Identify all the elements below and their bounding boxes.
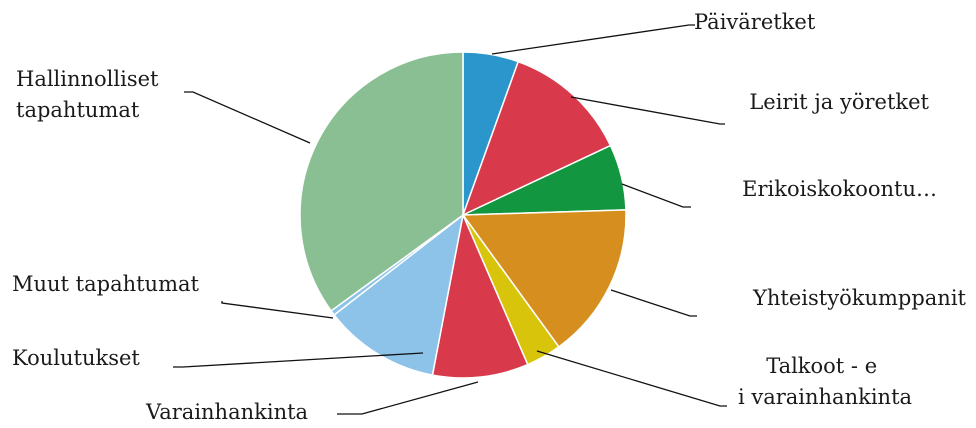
slice-label-erikoiskokoontumiset: Erikoiskokoontu… xyxy=(742,177,937,201)
leader-line-7 xyxy=(221,301,334,319)
leader-line-8 xyxy=(184,91,311,144)
leader-line-2 xyxy=(621,183,691,208)
slice-labels: Päiväretket Leirit ja yöretket Erikoisko… xyxy=(12,10,967,424)
slice-label-hallinnolliset-line1: Hallinnolliset xyxy=(16,67,159,91)
pie-slice-6 xyxy=(333,214,464,376)
leader-lines xyxy=(173,24,727,415)
leader-line-1 xyxy=(570,96,725,125)
slice-label-koulutukset: Koulutukset xyxy=(12,346,140,370)
leader-line-3 xyxy=(610,289,697,317)
leader-line-6 xyxy=(173,352,424,368)
slice-label-talkoot: Talkoot - e i varainhankinta xyxy=(738,354,912,409)
slice-label-yhteistyokumppanit: Yhteistyökumppanit xyxy=(752,286,967,310)
slice-label-hallinnolliset: Hallinnolliset tapahtumat xyxy=(16,67,165,122)
slice-label-muut-tapahtumat: Muut tapahtumat xyxy=(12,272,200,296)
leader-line-5 xyxy=(337,381,479,415)
slice-label-varainhankinta: Varainhankinta xyxy=(145,400,308,423)
slice-label-hallinnolliset-line2: tapahtumat xyxy=(16,98,140,122)
slice-label-leirit: Leirit ja yöretket xyxy=(749,90,929,114)
slice-label-paivaretket: Päiväretket xyxy=(694,10,816,34)
pie-slice-3 xyxy=(462,209,627,348)
leader-line-4 xyxy=(536,350,727,407)
pie-slice-1 xyxy=(462,60,612,216)
pie-slice-5 xyxy=(431,214,529,379)
slice-label-talkoot-line2: i varainhankinta xyxy=(738,385,912,409)
pie-slice-8 xyxy=(299,51,464,312)
slices-layer xyxy=(299,51,627,379)
leader-line-0 xyxy=(491,24,695,55)
slice-label-talkoot-line1: Talkoot - e xyxy=(766,354,877,378)
